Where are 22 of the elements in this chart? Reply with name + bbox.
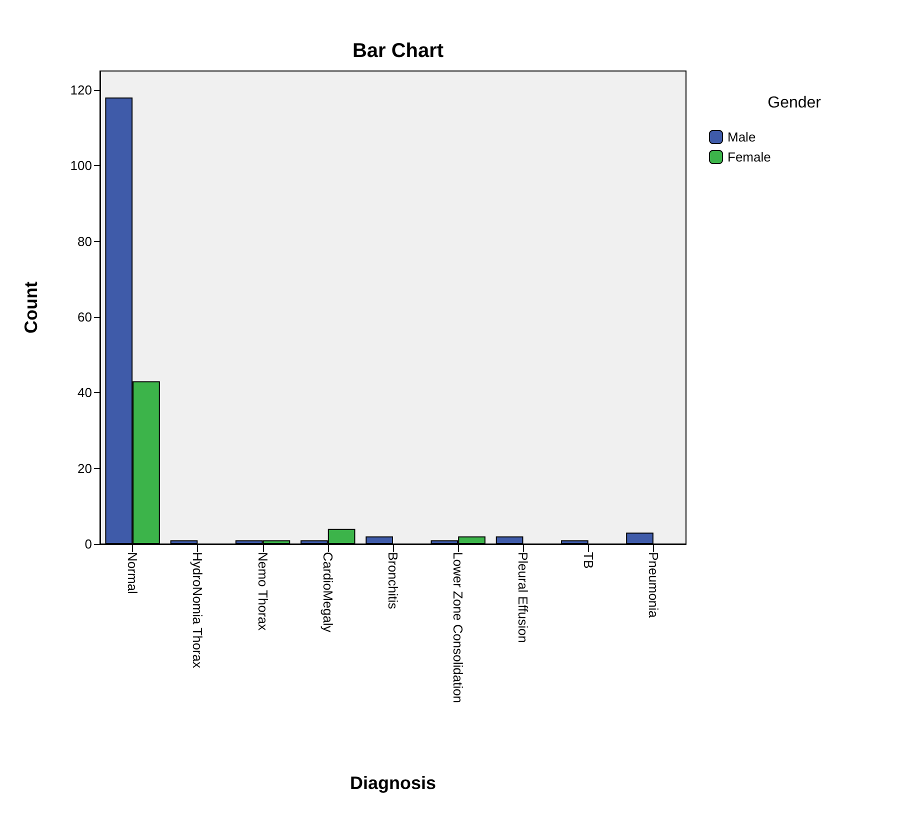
y-tick-label: 120 <box>70 82 92 98</box>
legend-title: Gender <box>768 94 822 112</box>
legend-label: Female <box>728 150 771 164</box>
x-tick-label: Lower Zone Consolidation <box>450 552 466 704</box>
x-tick-label: Pneumonia <box>646 552 661 619</box>
y-tick-label: 20 <box>78 460 92 476</box>
legend-label: Male <box>728 130 756 144</box>
x-tick-label: Nemo Thorax <box>255 552 270 632</box>
x-tick-label: HydroNomia Thorax <box>190 552 206 669</box>
x-tick-label: Bronchitis <box>386 552 400 610</box>
x-tick-label: Normal <box>125 552 140 594</box>
y-tick-label: 60 <box>78 309 92 324</box>
y-tick-label: 100 <box>70 158 92 174</box>
y-axis-title: Count <box>21 282 41 334</box>
x-tick-label: TB <box>580 552 596 569</box>
x-tick-label: Pleural Effusion <box>516 552 531 643</box>
y-tick-label: 80 <box>78 234 92 249</box>
y-tick-label: 40 <box>78 385 92 400</box>
chart-title: Bar Chart <box>352 40 444 62</box>
x-tick-label: CardioMegaly <box>320 552 336 633</box>
x-axis-title: Diagnosis <box>350 773 436 793</box>
y-tick-label: 0 <box>84 536 92 552</box>
